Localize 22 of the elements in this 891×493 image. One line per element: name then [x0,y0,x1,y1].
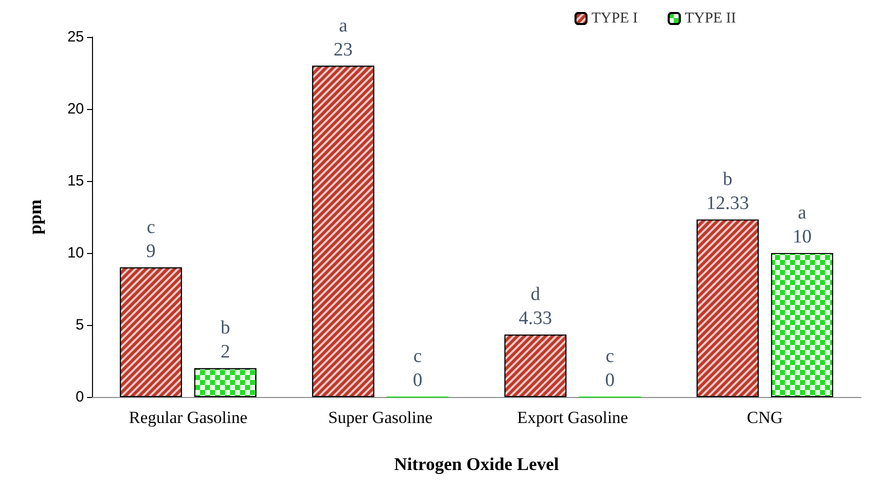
data-label: c 0 [605,346,615,391]
y-axis-title: ppm [25,199,45,235]
y-tick-label: 25 [67,28,84,46]
x-tick-label: Regular Gasoline [128,408,248,427]
y-tick-label: 20 [67,100,84,118]
data-label: c 9 [146,216,156,262]
data-label: b 12.33 [706,168,750,214]
y-tick-label: 5 [76,316,84,334]
legend-label: TYPE II [684,10,736,26]
x-axis-title: Nitrogen Oxide Level [394,454,559,474]
y-tick-label: 0 [76,388,84,406]
data-label: a 23 [334,15,353,60]
x-tick-label: CNG [746,408,783,427]
x-tick-label: Export Gasoline [517,408,628,427]
data-label: c 0 [412,346,422,391]
data-label: b 2 [220,318,230,363]
data-label: a 10 [792,202,812,248]
x-tick-label: Super Gasoline [328,408,433,427]
legend-label: TYPE I [592,10,638,26]
y-tick-label: 10 [67,244,84,262]
data-label: d 4.33 [518,284,552,330]
y-tick-label: 15 [67,172,84,190]
